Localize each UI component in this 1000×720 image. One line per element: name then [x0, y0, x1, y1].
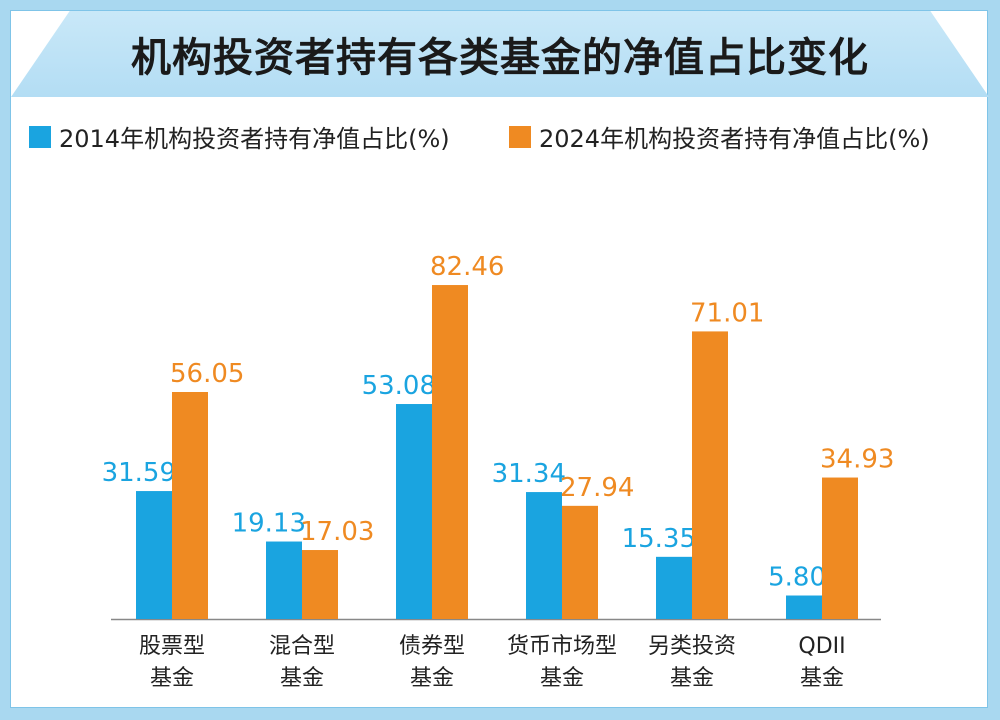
bar-2014-3 [526, 492, 562, 619]
legend-item-2024: 2024年机构投资者持有净值占比(%) [509, 119, 930, 154]
bar-chart: 31.59 19.13 53.08 31.34 15.35 5.80 56.05 17.03 8… [102, 252, 895, 691]
legend-label-2024: 2024年机构投资者持有净值占比(%) [539, 125, 930, 153]
category-label-3-0: 货币市场型 [507, 634, 617, 659]
category-label-4-0: 另类投资 [648, 634, 736, 659]
category-label-1-0: 混合型 [269, 634, 335, 659]
category-label-4-1: 基金 [670, 666, 714, 691]
category-label-0-1: 基金 [150, 666, 194, 691]
category-label-5-1: 基金 [800, 666, 844, 691]
bar-2024-3 [562, 505, 598, 619]
category-label-2-1: 基金 [410, 666, 454, 691]
bar-2014-4 [656, 556, 692, 619]
chart-panel: 机构投资者持有各类基金的净值占比变化 2014年机构投资者持有净值占比(%) 2… [10, 10, 989, 708]
data-label-2024-1: 17.03 [300, 517, 374, 547]
bar-2024-2 [432, 285, 468, 619]
category-label-1-1: 基金 [280, 666, 324, 691]
category-label-3-1: 基金 [540, 666, 584, 691]
data-label-2014-1: 19.13 [232, 509, 306, 539]
legend-swatch-2024 [509, 125, 531, 148]
title-band [11, 11, 989, 97]
bar-2024-5 [822, 477, 858, 619]
data-label-2014-5: 5.80 [768, 563, 826, 593]
legend-item-2014: 2014年机构投资者持有净值占比(%) [29, 119, 450, 154]
category-label-2-0: 债券型 [399, 634, 465, 659]
data-label-2024-4: 71.01 [690, 298, 764, 328]
bar-2024-1 [302, 550, 338, 619]
data-label-2014-0: 31.59 [102, 458, 176, 488]
data-label-2014-3: 31.34 [492, 459, 566, 489]
data-label-2024-3: 27.94 [560, 473, 634, 503]
legend-swatch-2014 [29, 125, 51, 148]
bar-2014-0 [136, 491, 172, 619]
category-label-0-0: 股票型 [139, 634, 205, 659]
bar-2014-2 [396, 404, 432, 619]
bar-2014-5 [786, 595, 822, 619]
data-label-2024-2: 82.46 [430, 252, 504, 282]
legend-label-2014: 2014年机构投资者持有净值占比(%) [59, 125, 450, 153]
data-label-2014-4: 15.35 [622, 524, 696, 554]
bar-2024-4 [692, 331, 728, 619]
data-label-2014-2: 53.08 [362, 371, 436, 401]
legend: 2014年机构投资者持有净值占比(%) 2024年机构投资者持有净值占比(%) [11, 119, 989, 155]
chart-title: 机构投资者持有各类基金的净值占比变化 [131, 35, 869, 81]
data-label-2024-0: 56.05 [170, 359, 244, 389]
data-label-2024-5: 34.93 [820, 445, 894, 475]
bar-2024-0 [172, 391, 208, 619]
bar-2014-1 [266, 541, 302, 619]
category-label-5-0: QDII [798, 634, 845, 659]
